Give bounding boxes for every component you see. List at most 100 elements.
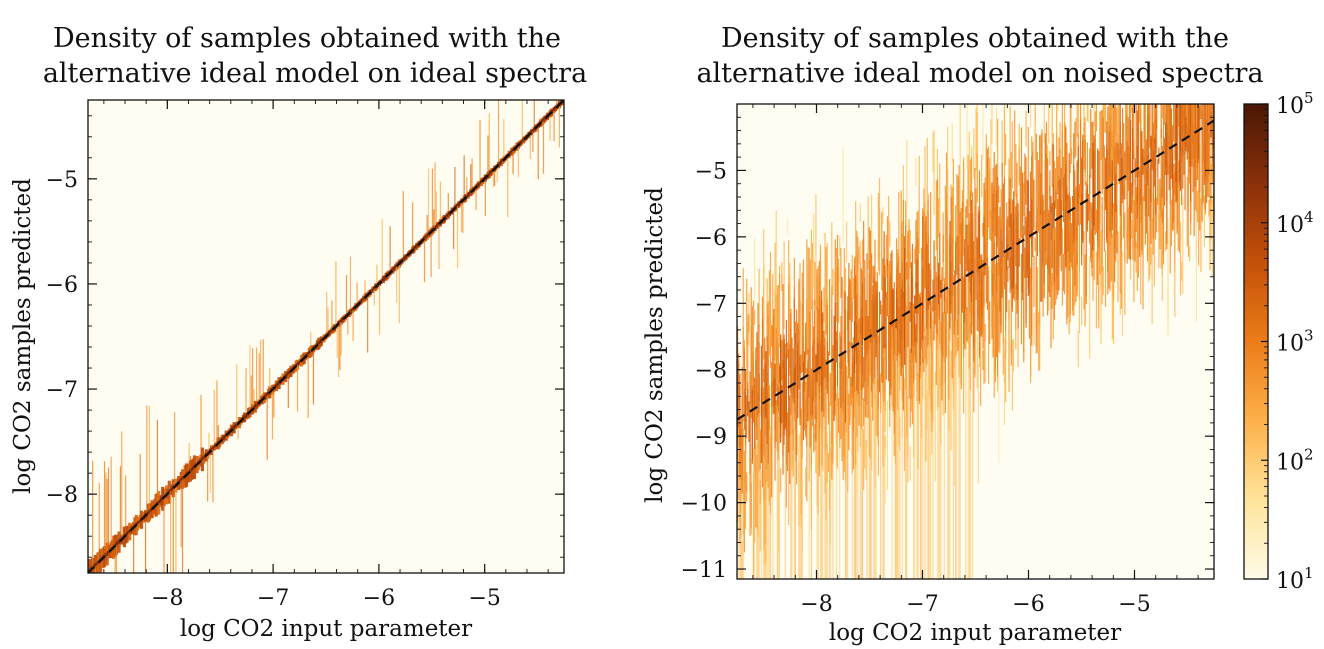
right-density-streak bbox=[1058, 176, 1060, 291]
left-title-line-1: Density of samples obtained with the bbox=[53, 23, 561, 54]
right-density-streak bbox=[998, 234, 1000, 353]
right-density-streak bbox=[1132, 127, 1134, 187]
right-density-streak bbox=[1178, 104, 1180, 186]
right-density-streak bbox=[1061, 228, 1063, 306]
right-density-streak bbox=[856, 230, 858, 325]
right-density-streak bbox=[802, 314, 805, 362]
right-density-streak bbox=[1054, 229, 1057, 305]
right-density-streak bbox=[788, 408, 790, 526]
right-density-streak bbox=[832, 268, 834, 296]
right-density-streak bbox=[909, 446, 911, 481]
right-density-streak bbox=[965, 278, 967, 332]
right-density-streak bbox=[1165, 231, 1167, 252]
right-density-streak bbox=[989, 157, 991, 205]
right-density-streak bbox=[1092, 224, 1094, 301]
right-density-streak bbox=[1007, 266, 1009, 283]
right-density-streak bbox=[1202, 104, 1204, 163]
right-density-streak bbox=[789, 262, 791, 345]
right-density-streak bbox=[1170, 199, 1173, 247]
right-density-tail bbox=[913, 383, 915, 579]
right-density-tail bbox=[905, 371, 907, 579]
right-density-streak bbox=[843, 354, 845, 472]
right-density-streak bbox=[1000, 258, 1002, 334]
right-density-streak bbox=[1006, 202, 1008, 239]
right-density-streak bbox=[977, 298, 979, 318]
left-density-streak bbox=[296, 364, 299, 412]
right-density-streak bbox=[1153, 104, 1155, 187]
left-density-streak bbox=[213, 389, 215, 448]
right-density-streak bbox=[1001, 240, 1003, 298]
left-density-streak bbox=[327, 307, 329, 335]
left-density-streak bbox=[249, 345, 251, 413]
right-density-streak bbox=[1182, 126, 1184, 189]
left-density-streak bbox=[463, 155, 465, 200]
right-density-streak bbox=[1203, 195, 1205, 210]
right-density-tail bbox=[922, 377, 924, 579]
left-density-streak bbox=[345, 275, 348, 317]
right-density-streak bbox=[909, 229, 911, 270]
left-density-streak bbox=[427, 168, 430, 235]
right-density-streak bbox=[1148, 152, 1150, 217]
right-density-streak bbox=[1073, 243, 1075, 316]
right-density-streak bbox=[1160, 128, 1162, 218]
right-density-streak bbox=[1037, 311, 1040, 372]
right-density-streak bbox=[1070, 104, 1073, 158]
right-density-streak bbox=[876, 388, 878, 437]
right-density-streak bbox=[803, 366, 806, 431]
right-density-streak bbox=[915, 323, 917, 364]
right-density-streak bbox=[1072, 219, 1074, 243]
right-density-streak bbox=[982, 104, 984, 157]
right-density-tail bbox=[959, 313, 961, 579]
right-density-streak bbox=[1171, 149, 1174, 231]
right-density-streak bbox=[976, 333, 978, 389]
right-density-streak bbox=[1150, 247, 1152, 265]
right-density-streak bbox=[1124, 151, 1126, 200]
colorbar-ticks: 101 102 103 104 105 bbox=[1261, 89, 1314, 594]
left-density-streak bbox=[174, 412, 176, 487]
right-density-streak bbox=[1069, 283, 1071, 315]
right-density-streak bbox=[977, 213, 979, 297]
left-y-tick-label: −6 bbox=[46, 273, 78, 298]
right-density-streak bbox=[816, 306, 818, 423]
right-density-streak bbox=[1177, 104, 1179, 127]
left-density-streak bbox=[431, 168, 434, 231]
left-density-streak bbox=[326, 291, 328, 336]
right-density-streak bbox=[892, 290, 894, 339]
right-density-streak bbox=[1074, 121, 1076, 159]
left-density-streak bbox=[389, 226, 391, 273]
left-x-tick-label: −8 bbox=[151, 586, 183, 611]
right-density-streak bbox=[868, 289, 870, 332]
right-density-tail bbox=[898, 352, 900, 579]
right-density-tail bbox=[874, 400, 876, 579]
right-density-streak bbox=[1209, 112, 1211, 213]
right-density-streak bbox=[1057, 104, 1059, 111]
right-density-streak bbox=[1027, 126, 1029, 229]
left-density-streak bbox=[488, 113, 490, 175]
left-density-streak bbox=[507, 155, 509, 218]
right-density-streak bbox=[775, 294, 777, 392]
left-density-streak bbox=[521, 100, 523, 142]
right-density-streak bbox=[951, 196, 953, 295]
right-density-streak bbox=[751, 306, 753, 390]
right-density-streak bbox=[922, 216, 924, 318]
right-density-streak bbox=[1108, 104, 1110, 133]
right-density-tail bbox=[844, 422, 846, 579]
right-density-tail bbox=[766, 443, 768, 579]
right-density-streak bbox=[1137, 104, 1140, 177]
right-density-streak bbox=[974, 327, 976, 374]
left-density-streak bbox=[148, 405, 151, 512]
right-density-streak bbox=[1036, 288, 1038, 354]
right-density-streak bbox=[945, 297, 948, 358]
right-density-tail bbox=[955, 321, 957, 579]
right-density-streak bbox=[897, 248, 899, 263]
right-density-streak bbox=[1094, 111, 1096, 189]
right-density-streak bbox=[853, 349, 856, 410]
right-density-streak bbox=[791, 387, 793, 463]
right-density-streak bbox=[831, 340, 833, 445]
right-density-streak bbox=[933, 309, 935, 327]
right-density-streak bbox=[1149, 104, 1151, 149]
right-density-tail bbox=[742, 494, 744, 579]
right-density-streak bbox=[1143, 157, 1145, 202]
right-density-streak bbox=[1077, 104, 1079, 174]
right-density-streak bbox=[1114, 166, 1116, 283]
